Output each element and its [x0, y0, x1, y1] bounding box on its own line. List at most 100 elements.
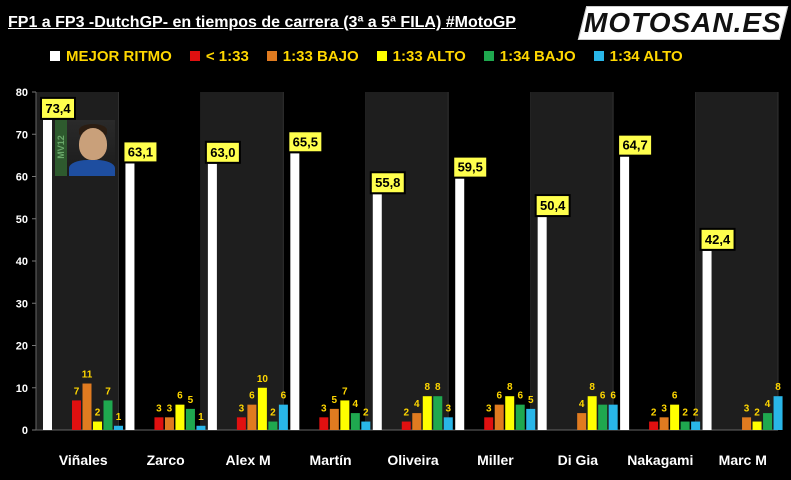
rider-photo: MV12	[55, 120, 115, 176]
y-tick-label: 20	[16, 341, 28, 353]
data-label-small: 5	[332, 395, 338, 406]
data-label-small: 6	[281, 391, 287, 402]
y-tick-label: 80	[16, 87, 28, 99]
data-label-box	[617, 133, 654, 157]
data-label-small: 3	[486, 403, 492, 414]
data-label-main: 50,4	[540, 198, 566, 213]
bar-mejor-ritmo	[537, 217, 547, 430]
legend-label: 1:34 BAJO	[499, 47, 576, 65]
chart-legend: MEJOR RITMO < 1:33 1:33 BAJO 1:33 ALTO 1:34 …	[50, 46, 701, 66]
data-label-main: 42,4	[705, 232, 731, 247]
bar-segment	[598, 404, 608, 430]
bar-segment	[329, 408, 339, 430]
legend-item: 1:34 BAJO	[483, 46, 576, 66]
legend-swatch	[189, 51, 200, 61]
data-label-box	[452, 155, 489, 179]
y-tick-label: 50	[16, 214, 28, 226]
data-label-small: 6	[249, 391, 255, 402]
bar-mejor-ritmo	[455, 178, 465, 430]
x-tick-label: Alex M	[226, 452, 271, 468]
x-tick-label: Di Gia	[558, 452, 599, 468]
bar-segment	[103, 400, 113, 430]
bar-mejor-ritmo	[125, 163, 135, 430]
photo-body	[69, 160, 115, 176]
y-tick-label: 40	[16, 256, 28, 268]
bar-segment	[257, 387, 267, 430]
bar-segment	[752, 421, 762, 430]
legend-label: 1:34 ALTO	[609, 47, 683, 65]
data-label-small: 2	[754, 408, 760, 419]
legend-label: < 1:33	[205, 47, 249, 65]
data-label-box	[122, 140, 159, 164]
bar-segment	[443, 417, 453, 430]
data-label-small: 2	[693, 408, 699, 419]
data-label-small: 8	[424, 382, 430, 393]
bar-mejor-ritmo	[290, 153, 300, 430]
bar-segment	[433, 396, 443, 430]
brand-logo-text: MOTOSAN.ES	[584, 7, 782, 38]
bar-segment	[670, 404, 680, 430]
bar-segment	[742, 417, 752, 430]
data-label-small: 6	[672, 391, 678, 402]
data-label-small: 8	[775, 382, 781, 393]
data-label-small: 3	[156, 403, 162, 414]
data-label-small: 3	[661, 403, 667, 414]
chart-title: FP1 a FP3 -DutchGP- en tiempos de carrer…	[8, 14, 516, 31]
data-label-small: 3	[321, 403, 327, 414]
bar-segment	[608, 404, 618, 430]
data-label-small: 5	[528, 395, 534, 406]
data-label-box	[204, 140, 241, 164]
data-label-small: 7	[342, 386, 348, 397]
data-label-small: 2	[403, 408, 409, 419]
bar-mejor-ritmo	[372, 194, 382, 430]
y-tick-label: 70	[16, 129, 28, 141]
bar-segment	[114, 425, 123, 430]
legend-item: 1:33 ALTO	[376, 46, 466, 66]
legend-swatch	[593, 51, 604, 61]
bar-segment	[526, 408, 536, 430]
data-label-small: 2	[682, 408, 688, 419]
x-tick-label: Oliveira	[387, 452, 439, 468]
bar-segment	[577, 413, 587, 430]
bar-segment	[494, 404, 504, 430]
bar-mejor-ritmo	[620, 156, 630, 430]
data-label-small: 8	[507, 382, 513, 393]
x-tick-label: Miller	[477, 452, 514, 468]
data-label-box	[40, 96, 76, 120]
bar-segment	[422, 396, 432, 430]
bar-segment	[401, 421, 411, 430]
bar-segment	[587, 396, 597, 430]
data-label-main: 65,5	[293, 134, 318, 149]
x-tick-label: Marc M	[719, 452, 767, 468]
data-label-small: 7	[105, 386, 111, 397]
data-label-small: 6	[496, 391, 502, 402]
legend-item: < 1:33	[189, 46, 249, 66]
data-label-main: 73,4	[45, 101, 71, 116]
data-label-main: 55,8	[375, 175, 400, 190]
data-label-main: 64,7	[622, 138, 647, 153]
x-tick-label: Nakagami	[627, 452, 693, 468]
legend-swatch	[376, 51, 387, 61]
data-label-small: 6	[517, 391, 523, 402]
data-label-small: 3	[239, 403, 245, 414]
data-label-small: 6	[600, 391, 606, 402]
bar-segment	[680, 421, 690, 430]
bar-segment	[763, 413, 773, 430]
y-tick-label: 30	[16, 298, 28, 310]
bar-mejor-ritmo	[702, 250, 712, 430]
bar-segment	[361, 421, 371, 430]
bar-segment	[185, 408, 195, 430]
x-tick-label: Viñales	[59, 452, 108, 468]
data-label-main: 59,5	[458, 160, 483, 175]
data-label-small: 8	[435, 382, 441, 393]
legend-label: MEJOR RITMO	[66, 47, 172, 65]
bar-segment	[319, 417, 329, 430]
data-label-small: 2	[651, 408, 657, 419]
legend-swatch	[483, 51, 494, 61]
data-label-small: 4	[353, 399, 359, 410]
data-label-small: 11	[82, 370, 93, 381]
bar-segment	[93, 421, 102, 430]
bar-segment	[484, 417, 494, 430]
data-label-small: 2	[363, 408, 369, 419]
